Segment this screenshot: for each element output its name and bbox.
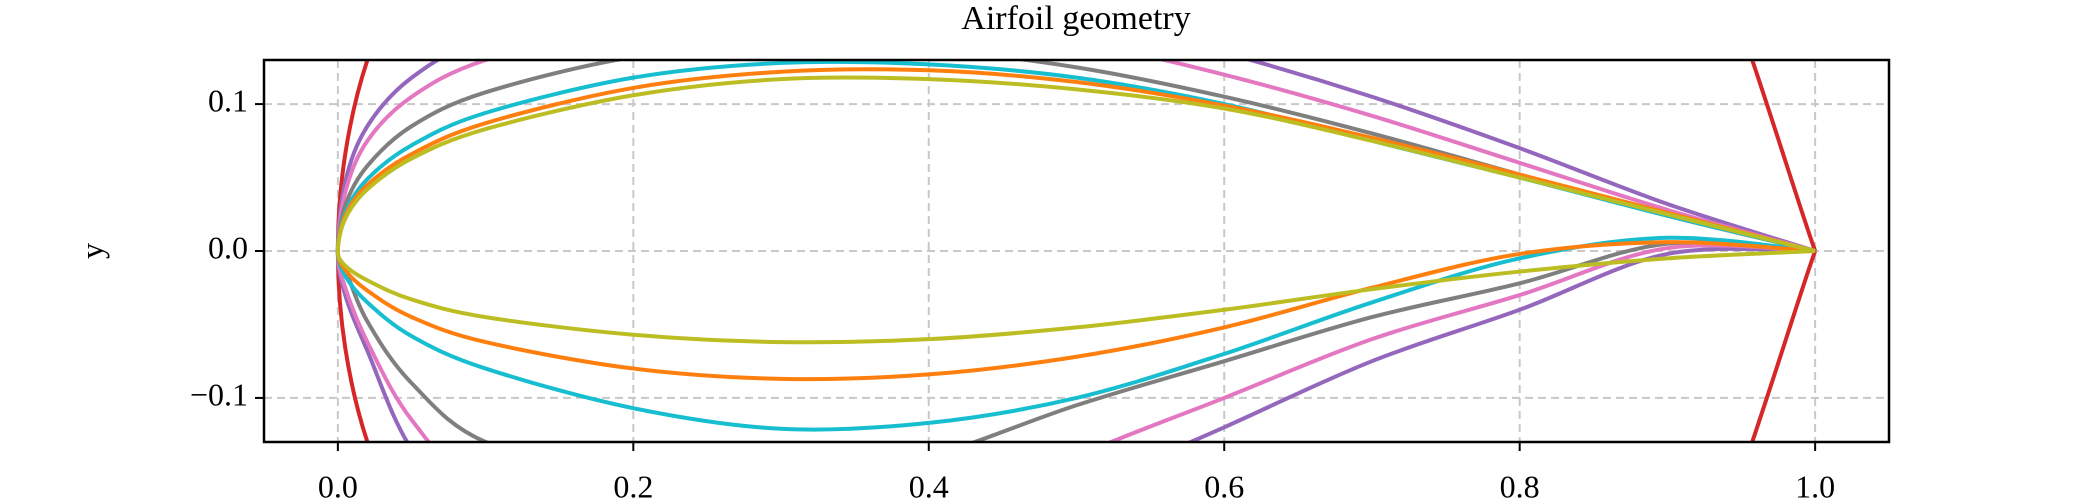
x-tick-label: 0.6: [1204, 468, 1244, 498]
x-tick-label: 0.4: [909, 468, 949, 498]
y-tick-label: −0.1: [190, 376, 248, 412]
chart-title: Airfoil geometry: [961, 0, 1190, 37]
y-tick-label: 0.1: [208, 82, 248, 118]
airfoil-line: [335, 60, 1816, 442]
plot-frame: [262, 58, 1891, 444]
x-tick-label: 0.2: [613, 468, 653, 498]
airfoil-line: [335, 67, 1816, 382]
x-tick-label: 0.0: [318, 468, 358, 498]
airfoil-line: [335, 60, 1816, 442]
x-tick-label: 0.8: [1500, 468, 1540, 498]
y-tick-label: 0.0: [208, 229, 248, 265]
airfoil-line: [335, 60, 1818, 442]
airfoil-line: [335, 75, 1816, 345]
x-tick-label: 1.0: [1795, 468, 1835, 498]
y-axis-label: y: [73, 243, 109, 259]
plot-area: [335, 60, 1818, 442]
